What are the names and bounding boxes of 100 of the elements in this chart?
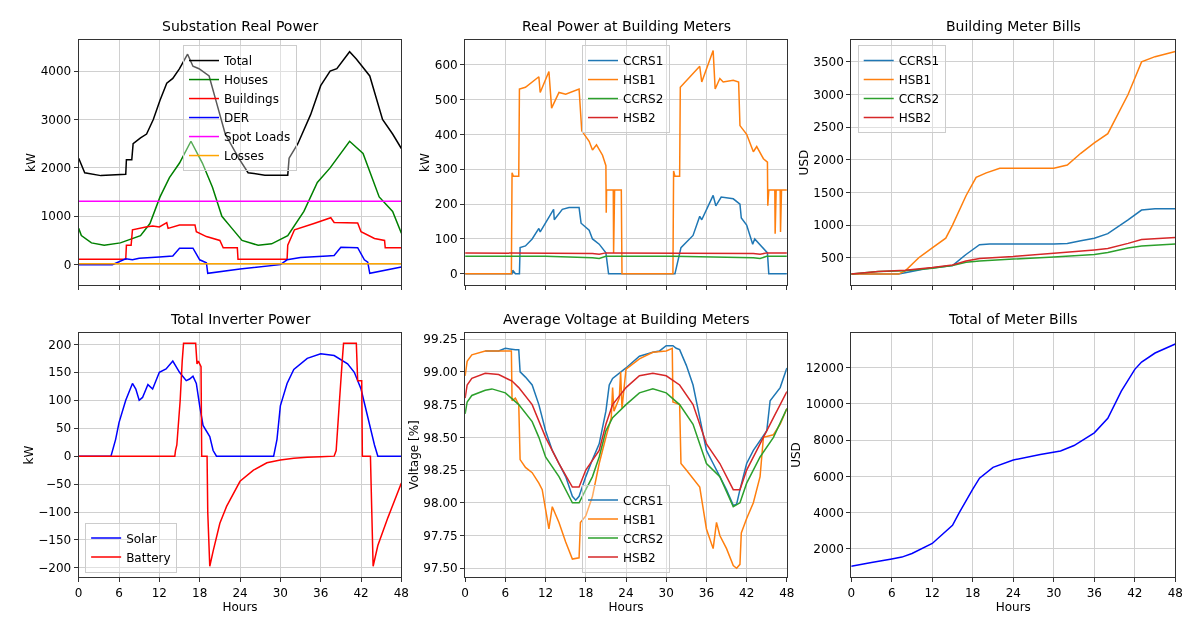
y-tick-label: −200 — [38, 561, 72, 576]
x-axis-title: Hours — [608, 599, 644, 614]
x-axis-title: Hours — [222, 599, 258, 614]
x-tick-label: 24 — [618, 585, 634, 600]
x-tick-label: 12 — [151, 585, 167, 600]
y-tick-label: 0 — [63, 449, 72, 464]
y-tick-label: 100 — [48, 393, 72, 408]
y-tick-label: 0 — [63, 257, 72, 272]
x-tick-label: 24 — [1005, 585, 1021, 600]
y-tick-label: 600 — [434, 57, 458, 72]
y-axis-title: kW — [24, 153, 39, 172]
line-series — [465, 49, 787, 275]
legend-label: HSB2 — [623, 111, 656, 126]
y-tick-label: 4000 — [40, 64, 72, 79]
y-tick-label: 0 — [450, 267, 458, 282]
y-tick-label: 3000 — [40, 112, 72, 127]
legend-label: HSB1 — [623, 73, 656, 88]
x-tick-label: 12 — [924, 585, 940, 600]
y-tick-label: 97.50 — [423, 561, 458, 576]
x-tick-label: 6 — [887, 585, 896, 600]
legend-label: Solar — [126, 531, 157, 546]
y-tick-label: −150 — [38, 533, 72, 548]
y-tick-label: 98.75 — [423, 397, 458, 412]
legend-label: CCRS2 — [623, 531, 664, 546]
y-tick-label: 10000 — [805, 397, 844, 412]
chart-title: Substation Real Power — [162, 18, 319, 34]
line-series — [465, 388, 787, 508]
legend-label: CCRS2 — [898, 92, 940, 107]
y-tick-label: 8000 — [813, 433, 844, 448]
y-tick-label: 2000 — [40, 161, 72, 176]
y-tick-label: 400 — [434, 127, 458, 142]
legend-label: HSB1 — [898, 73, 932, 88]
legend-label: Battery — [126, 550, 171, 565]
y-tick-label: 500 — [820, 250, 844, 265]
x-tick-label: 36 — [313, 585, 329, 600]
y-tick-label: 1000 — [40, 209, 72, 224]
y-tick-label: 2500 — [813, 120, 844, 135]
y-axis-title: USD — [788, 442, 803, 468]
legend-label: CCRS1 — [623, 54, 664, 69]
y-tick-label: 97.75 — [423, 528, 458, 543]
y-axis-title: Voltage [%] — [406, 420, 421, 490]
y-tick-label: 3000 — [813, 87, 844, 102]
y-tick-label: 6000 — [813, 469, 844, 484]
legend-label: Buildings — [224, 92, 279, 107]
x-tick-label: 0 — [461, 585, 469, 600]
y-axis-title: kW — [418, 153, 433, 172]
x-tick-label: 42 — [353, 585, 369, 600]
legend-label: Total — [223, 54, 253, 69]
line-series — [78, 246, 402, 275]
x-tick-label: 42 — [739, 585, 755, 600]
chart-title: Total of Meter Bills — [948, 311, 1078, 327]
y-axis-title: kW — [21, 445, 36, 465]
legend-label: CCRS2 — [623, 92, 664, 107]
x-tick-label: 6 — [501, 585, 510, 600]
line-series — [465, 372, 787, 491]
x-tick-label: 12 — [537, 585, 554, 600]
legend-label: HSB1 — [623, 512, 656, 527]
y-tick-label: 300 — [434, 162, 458, 177]
x-tick-label: 30 — [658, 585, 674, 600]
y-tick-label: 4000 — [813, 505, 844, 520]
x-tick-label: 24 — [232, 585, 248, 600]
chart-title: Building Meter Bills — [946, 18, 1081, 34]
y-tick-label: 200 — [434, 197, 458, 212]
chart-title: Real Power at Building Meters — [522, 18, 732, 34]
y-tick-label: 99.00 — [423, 365, 458, 380]
legend-label: Houses — [224, 73, 268, 88]
legend-label: HSB2 — [623, 550, 656, 565]
x-tick-label: 30 — [272, 585, 288, 600]
chart-title: Total Inverter Power — [170, 311, 311, 327]
x-tick-label: 48 — [779, 585, 795, 600]
y-tick-label: 2000 — [813, 153, 844, 168]
line-series — [465, 347, 787, 570]
y-tick-label: 99.25 — [423, 332, 458, 347]
y-tick-label: 98.50 — [423, 430, 458, 445]
line-series — [78, 51, 402, 177]
x-tick-label: 48 — [393, 585, 410, 600]
x-tick-label: 30 — [1046, 585, 1062, 600]
y-tick-label: −50 — [45, 477, 72, 492]
y-tick-label: 12000 — [805, 360, 844, 375]
x-tick-label: 6 — [115, 585, 123, 600]
x-tick-label: 18 — [965, 585, 981, 600]
y-tick-label: 2000 — [813, 542, 844, 557]
y-tick-label: 500 — [434, 92, 458, 107]
y-axis-title: USD — [796, 149, 811, 176]
y-tick-label: 3500 — [813, 55, 844, 70]
chart-title: Average Voltage at Building Meters — [503, 311, 750, 327]
y-tick-label: 1500 — [813, 185, 844, 200]
legend-label: DER — [224, 111, 250, 126]
x-tick-label: 48 — [1167, 585, 1183, 600]
x-tick-label: 42 — [1127, 585, 1143, 600]
y-tick-label: −100 — [38, 505, 72, 520]
line-series — [851, 236, 1176, 275]
y-tick-label: 1000 — [813, 218, 844, 233]
y-tick-label: 98.00 — [423, 496, 458, 510]
x-tick-label: 18 — [578, 585, 594, 600]
x-tick-label: 36 — [698, 585, 715, 600]
y-tick-label: 98.25 — [423, 463, 458, 478]
legend-label: CCRS1 — [623, 493, 664, 508]
line-series — [78, 342, 402, 567]
line-series — [78, 216, 402, 261]
